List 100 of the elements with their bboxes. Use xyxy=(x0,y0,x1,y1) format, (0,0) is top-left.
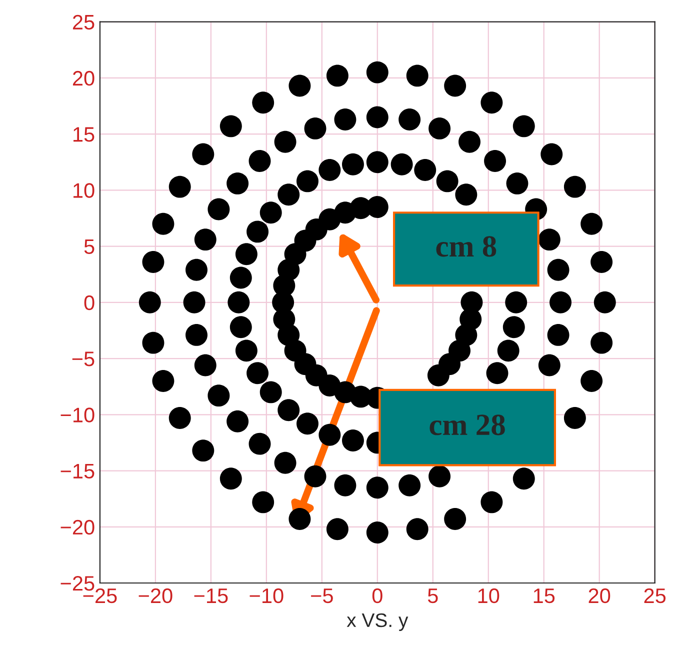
point xyxy=(580,212,603,235)
point xyxy=(192,143,214,166)
point xyxy=(512,468,535,490)
point xyxy=(304,465,326,488)
y-tick-label: −20 xyxy=(60,520,94,535)
point xyxy=(460,308,482,330)
point xyxy=(304,117,326,140)
point xyxy=(547,258,570,281)
x-tick-label: 5 xyxy=(428,588,438,604)
x-tick-label: 15 xyxy=(534,588,555,604)
point xyxy=(390,153,413,176)
point xyxy=(366,476,388,499)
point xyxy=(226,172,249,194)
point xyxy=(505,291,528,314)
point xyxy=(248,432,271,455)
point xyxy=(248,150,271,172)
point xyxy=(274,130,296,153)
y-tick-label: 20 xyxy=(72,70,94,86)
point xyxy=(414,158,436,181)
y-tick-label: 0 xyxy=(84,295,94,310)
y-tick-label: −10 xyxy=(60,408,94,422)
point xyxy=(168,176,191,198)
point xyxy=(235,243,258,266)
point xyxy=(480,491,503,514)
y-tick-label: 15 xyxy=(74,127,94,142)
point xyxy=(138,291,161,314)
point xyxy=(550,291,572,314)
point xyxy=(186,324,208,346)
x-tick-label: −15 xyxy=(194,588,228,604)
point xyxy=(366,522,388,544)
x-axis-title: x VS. y xyxy=(346,613,408,631)
point xyxy=(497,340,520,362)
point xyxy=(168,407,191,429)
point xyxy=(538,354,560,376)
point xyxy=(564,176,586,198)
point xyxy=(502,316,525,338)
point xyxy=(208,198,230,220)
point xyxy=(288,508,311,530)
point xyxy=(538,228,560,251)
annotation: cm 28 xyxy=(430,414,505,436)
point xyxy=(590,251,613,273)
point xyxy=(342,153,364,176)
x-tick-label: −10 xyxy=(250,588,284,604)
point xyxy=(186,258,208,281)
point xyxy=(590,332,613,354)
point xyxy=(260,202,282,224)
point xyxy=(436,170,458,192)
point xyxy=(260,381,282,404)
point xyxy=(480,92,503,114)
y-tick-label: 10 xyxy=(74,183,94,198)
point xyxy=(580,370,603,392)
point xyxy=(366,61,388,84)
x-tick-label: 25 xyxy=(644,588,666,604)
y-tick-label: 25 xyxy=(72,14,94,30)
point xyxy=(226,410,249,432)
point xyxy=(246,220,269,243)
point xyxy=(428,117,451,140)
point xyxy=(486,362,508,384)
point xyxy=(547,324,570,346)
point xyxy=(444,508,466,530)
point xyxy=(246,362,269,384)
point xyxy=(398,474,421,496)
x-tick-label: −20 xyxy=(138,588,172,604)
point xyxy=(444,74,466,97)
point xyxy=(278,399,300,422)
point xyxy=(278,184,300,206)
point xyxy=(458,130,480,153)
point xyxy=(183,291,206,314)
x-tick-label: 10 xyxy=(478,588,500,604)
point xyxy=(220,468,242,490)
x-tick-label: 20 xyxy=(588,588,610,604)
point xyxy=(142,251,164,273)
point xyxy=(194,228,216,251)
point xyxy=(230,316,252,338)
point xyxy=(428,465,451,488)
point xyxy=(342,429,364,452)
point xyxy=(228,291,250,314)
point xyxy=(326,64,348,87)
y-tick-label: −15 xyxy=(60,464,94,479)
y-tick-label: −5 xyxy=(72,352,94,366)
point xyxy=(252,491,274,514)
point xyxy=(208,384,230,407)
point xyxy=(540,143,563,166)
point xyxy=(406,518,428,540)
point xyxy=(326,518,348,540)
point xyxy=(334,108,356,130)
point xyxy=(506,172,528,194)
point xyxy=(252,92,274,114)
point xyxy=(366,151,388,174)
point xyxy=(594,291,616,314)
point xyxy=(142,332,164,354)
x-tick-label: 0 xyxy=(372,588,382,604)
point xyxy=(406,64,428,87)
point xyxy=(220,115,242,138)
point xyxy=(192,440,214,462)
point xyxy=(296,170,318,192)
point xyxy=(398,108,421,130)
point xyxy=(512,115,535,138)
point xyxy=(455,184,478,206)
x-tick-label: −5 xyxy=(311,588,333,604)
